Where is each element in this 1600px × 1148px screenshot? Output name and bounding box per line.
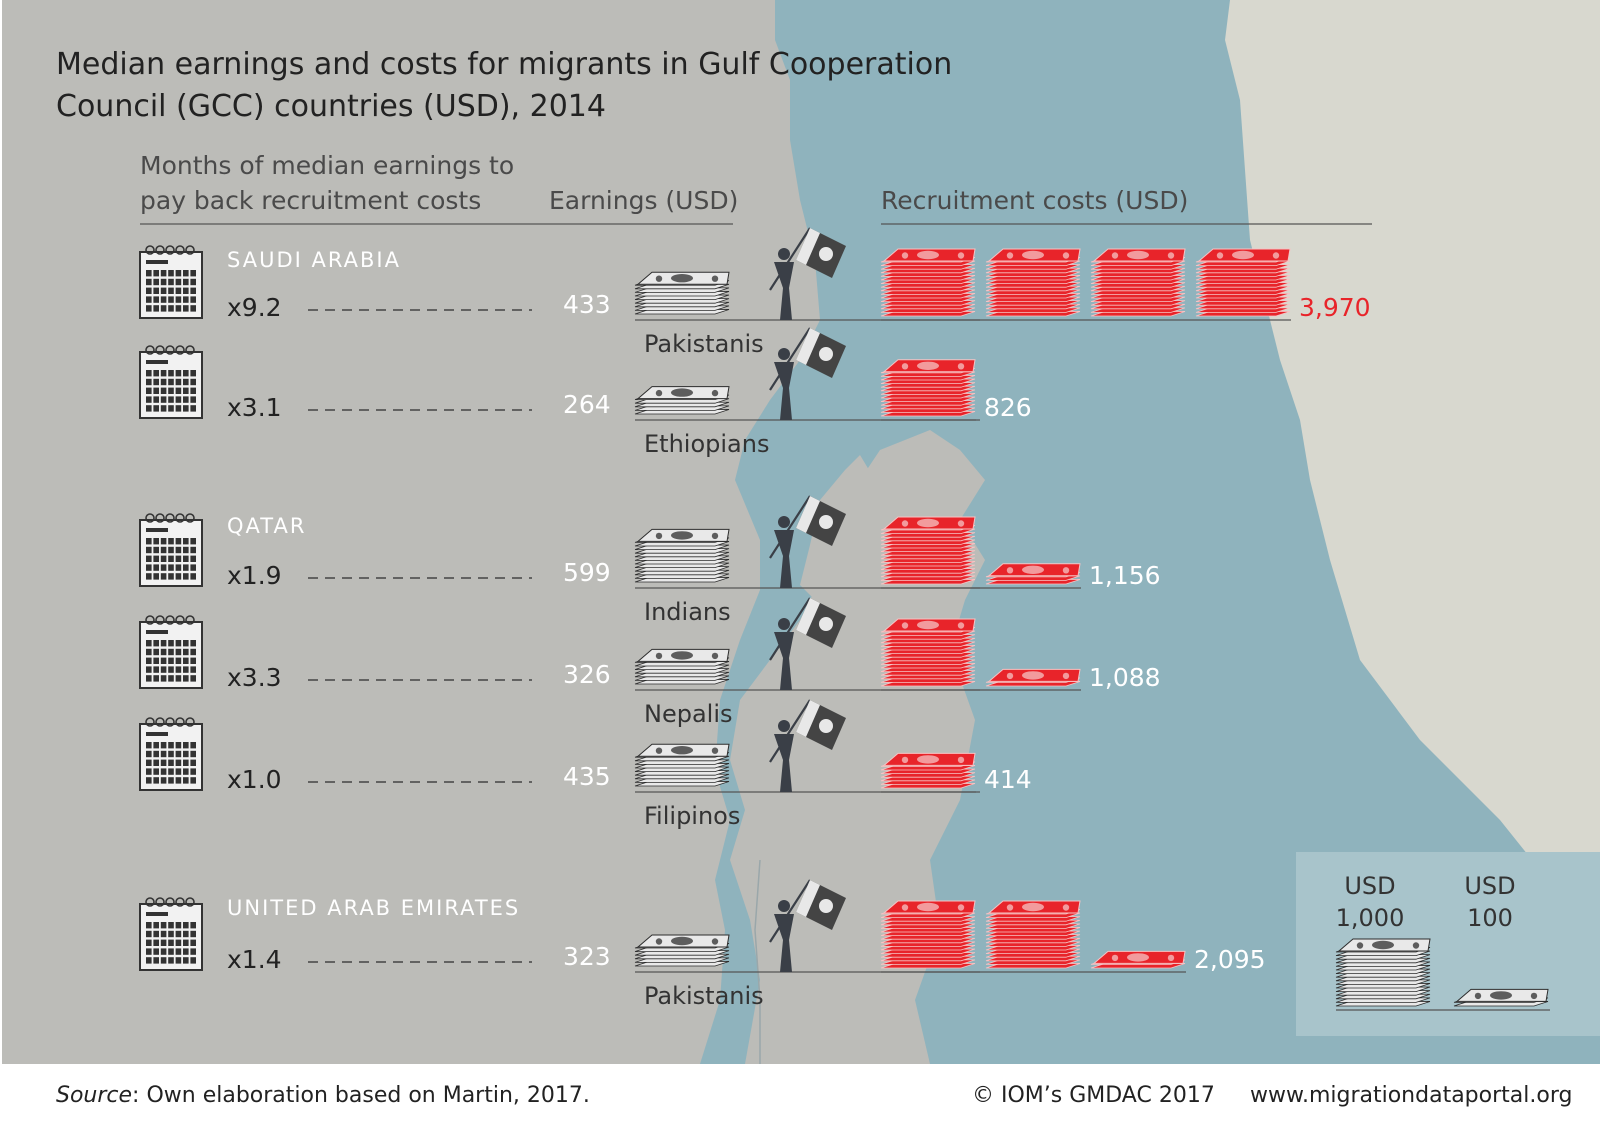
cost-stack-rest-pakistanis-0 bbox=[1195, 248, 1291, 317]
cost-stack-1000-pakistanis-2-0 bbox=[880, 900, 976, 969]
cost-stack-rest-indians-1 bbox=[985, 563, 1081, 585]
earnings-stack-pakistanis-0 bbox=[634, 271, 730, 315]
cost-stack-1000-pakistanis-0-2 bbox=[1090, 248, 1186, 317]
source-text: : Own elaboration based on Martin, 2017. bbox=[132, 1083, 590, 1108]
earnings-value: 435 bbox=[563, 762, 611, 791]
migrant-flag-figure-pakistanis-2 bbox=[769, 879, 846, 972]
copyright: © IOM’s GMDAC 2017 bbox=[972, 1083, 1215, 1108]
earnings-column-header: Earnings (USD) bbox=[549, 186, 739, 215]
months-multiplier: x1.4 bbox=[227, 945, 282, 974]
nationality-label: Indians bbox=[644, 598, 731, 626]
earnings-value: 323 bbox=[563, 942, 611, 971]
earnings-stack-indians-1 bbox=[634, 528, 730, 583]
country-label: UNITED ARAB EMIRATES bbox=[227, 896, 521, 920]
earnings-value: 599 bbox=[563, 558, 611, 587]
country-label: SAUDI ARABIA bbox=[227, 248, 401, 272]
calendar-icon-filipinos-1 bbox=[139, 717, 203, 791]
calendar-icon-pakistanis-2 bbox=[139, 897, 203, 971]
cost-stack-1000-indians-1-0 bbox=[880, 516, 976, 585]
earnings-stack-pakistanis-2 bbox=[634, 934, 730, 967]
months-column-header: Months of median earnings to pay back re… bbox=[140, 151, 515, 215]
earnings-value: 433 bbox=[563, 290, 611, 319]
cost-stack-1000-pakistanis-2-1 bbox=[985, 900, 1081, 969]
earnings-value: 326 bbox=[563, 660, 611, 689]
far-coast-land bbox=[1225, 0, 1600, 890]
source-label: Source bbox=[56, 1083, 133, 1108]
legend-label-usd-1000: USD 1,000 bbox=[1335, 872, 1405, 932]
months-multiplier: x3.3 bbox=[227, 663, 282, 692]
cost-stack-1000-nepalis-1-0 bbox=[880, 618, 976, 687]
cost-value: 826 bbox=[984, 393, 1032, 422]
migrant-flag-figure-ethiopians-0 bbox=[769, 327, 846, 420]
cost-value: 3,970 bbox=[1299, 293, 1371, 322]
nationality-label: Filipinos bbox=[644, 802, 741, 830]
cost-stack-rest-ethiopians-0 bbox=[880, 359, 976, 417]
months-multiplier: x9.2 bbox=[227, 293, 282, 322]
months-multiplier: x3.1 bbox=[227, 393, 282, 422]
legend-stack-100 bbox=[1453, 988, 1549, 1007]
earnings-stack-nepalis-1 bbox=[634, 648, 730, 685]
nationality-label: Pakistanis bbox=[644, 330, 764, 358]
border-line bbox=[754, 859, 761, 1064]
calendar-icon-indians-1 bbox=[139, 513, 203, 587]
migrant-flag-figure-nepalis-1 bbox=[769, 597, 846, 690]
legend-stack-1000 bbox=[1335, 938, 1431, 1007]
nationality-label: Ethiopians bbox=[644, 430, 770, 458]
cost-stack-1000-pakistanis-0-0 bbox=[880, 248, 976, 317]
migrant-flag-figure-indians-1 bbox=[769, 495, 846, 588]
earnings-stack-ethiopians-0 bbox=[634, 386, 730, 415]
calendar-icon-nepalis-1 bbox=[139, 615, 203, 689]
migrant-flag-figure-filipinos-1 bbox=[769, 699, 846, 792]
cost-value: 2,095 bbox=[1194, 945, 1266, 974]
months-multiplier: x1.0 bbox=[227, 765, 282, 794]
migrant-flag-figure-pakistanis-0 bbox=[769, 227, 846, 320]
source-url[interactable]: www.migrationdataportal.org bbox=[1250, 1083, 1573, 1108]
cost-stack-rest-nepalis-1 bbox=[985, 668, 1081, 687]
legend-label-usd-100: USD 100 bbox=[1464, 872, 1516, 932]
calendar-icon-pakistanis-0 bbox=[139, 245, 203, 319]
chart-title: Median earnings and costs for migrants i… bbox=[56, 47, 953, 124]
cost-value: 1,088 bbox=[1089, 663, 1161, 692]
costs-column-header: Recruitment costs (USD) bbox=[881, 186, 1189, 215]
country-label: QATAR bbox=[227, 514, 307, 538]
cost-stack-rest-pakistanis-2 bbox=[1090, 950, 1186, 969]
earnings-value: 264 bbox=[563, 390, 611, 419]
nationality-label: Pakistanis bbox=[644, 982, 764, 1010]
cost-value: 414 bbox=[984, 765, 1032, 794]
earnings-stack-filipinos-1 bbox=[634, 743, 730, 787]
cost-stack-1000-pakistanis-0-1 bbox=[985, 248, 1081, 317]
source-note: Source: Own elaboration based on Martin,… bbox=[56, 1083, 590, 1108]
nationality-label: Nepalis bbox=[644, 700, 733, 728]
cost-value: 1,156 bbox=[1089, 561, 1161, 590]
calendar-icon-ethiopians-0 bbox=[139, 345, 203, 419]
months-multiplier: x1.9 bbox=[227, 561, 282, 590]
cost-stack-rest-filipinos-1 bbox=[880, 752, 976, 789]
